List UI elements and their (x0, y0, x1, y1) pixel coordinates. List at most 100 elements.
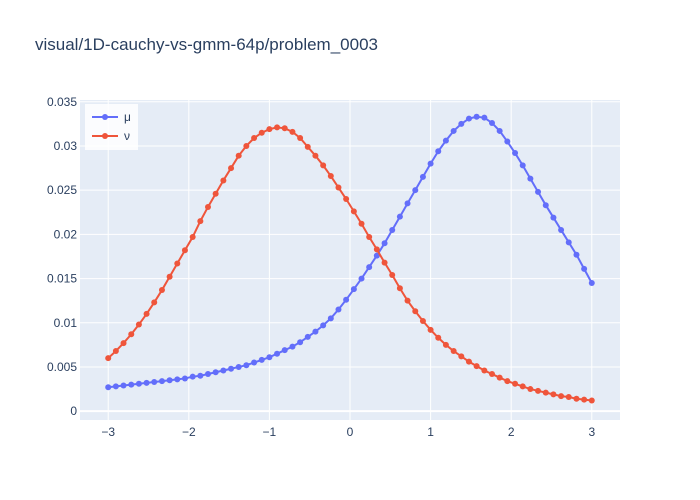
data-point (220, 177, 227, 184)
data-point (135, 380, 142, 387)
data-point (143, 379, 150, 386)
data-point (204, 203, 211, 210)
data-point (435, 148, 442, 155)
data-point (189, 373, 196, 380)
data-point (358, 275, 365, 282)
data-point (258, 356, 265, 363)
y-tick-label: 0 (70, 404, 77, 418)
x-tick-label: 1 (427, 425, 434, 439)
data-point (105, 384, 112, 391)
data-point (312, 328, 319, 335)
data-point (243, 362, 250, 369)
legend-swatch-marker (102, 133, 108, 139)
data-point (366, 264, 373, 271)
data-point (297, 135, 304, 142)
data-point (473, 363, 480, 370)
data-point (542, 202, 549, 209)
legend-swatch-marker (102, 114, 108, 120)
data-point (542, 389, 549, 396)
data-point (151, 378, 158, 385)
data-point (274, 350, 281, 357)
data-point (189, 234, 196, 241)
legend-label: ν (124, 129, 130, 143)
data-point (535, 188, 542, 195)
data-point (450, 348, 457, 355)
data-point (373, 252, 380, 259)
data-point (289, 128, 296, 135)
data-point (427, 326, 434, 333)
data-point (158, 287, 165, 294)
data-point (427, 160, 434, 167)
data-point (504, 138, 511, 145)
data-point (512, 150, 519, 157)
legend-item[interactable]: ν (92, 129, 130, 143)
series-2 (105, 124, 595, 404)
data-point (504, 378, 511, 385)
data-point (327, 173, 334, 180)
data-point (266, 354, 273, 361)
data-point (366, 234, 373, 241)
data-point (166, 273, 173, 280)
data-point (343, 196, 350, 203)
y-axis: 0 0.005 0.01 0.015 0.02 0.025 0.03 0.035 (47, 95, 77, 418)
legend-box (85, 104, 138, 150)
data-point (281, 347, 288, 354)
data-point (343, 296, 350, 303)
data-point (181, 375, 188, 382)
x-tick-label: 3 (588, 425, 595, 439)
data-point (535, 387, 542, 394)
data-point (458, 353, 465, 360)
data-point (251, 359, 258, 366)
x-tick-label: 2 (508, 425, 515, 439)
data-point (258, 129, 265, 136)
data-point (197, 218, 204, 225)
data-point (235, 152, 242, 159)
data-point (128, 381, 135, 388)
data-point (304, 333, 311, 340)
data-point (166, 377, 173, 384)
data-point (128, 331, 135, 338)
data-point (335, 306, 342, 313)
chart-title: visual/1D-cauchy-vs-gmm-64p/problem_0003 (35, 35, 378, 54)
data-point (450, 127, 457, 134)
series-1 (105, 113, 595, 391)
data-point (550, 391, 557, 398)
data-point (312, 152, 319, 159)
legend-label: μ (124, 110, 131, 124)
data-point (481, 367, 488, 374)
data-point (112, 348, 119, 355)
data-point (519, 383, 526, 390)
data-point (181, 247, 188, 254)
data-point (465, 115, 472, 122)
data-point (489, 371, 496, 378)
legend[interactable]: μν (85, 104, 138, 150)
data-point (573, 395, 580, 402)
data-point (496, 127, 503, 134)
data-point (396, 213, 403, 220)
y-tick-label: 0.005 (47, 360, 77, 374)
x-tick-label: −3 (101, 425, 115, 439)
data-point (442, 137, 449, 144)
data-point (465, 358, 472, 365)
data-point (565, 239, 572, 246)
data-point (135, 321, 142, 328)
data-point (335, 184, 342, 191)
data-point (274, 124, 281, 131)
x-tick-label: −1 (263, 425, 277, 439)
data-point (573, 251, 580, 258)
x-tick-label: 0 (347, 425, 354, 439)
series-line (107, 126, 592, 402)
data-point (120, 340, 127, 347)
data-point (228, 165, 235, 172)
data-point (404, 297, 411, 304)
data-point (558, 393, 565, 400)
data-point (381, 240, 388, 247)
data-point (581, 396, 588, 403)
legend-item[interactable]: μ (92, 110, 131, 124)
data-point (435, 334, 442, 341)
data-point (565, 394, 572, 401)
data-point (266, 126, 273, 133)
data-point (320, 162, 327, 169)
x-gridlines (107, 100, 593, 420)
